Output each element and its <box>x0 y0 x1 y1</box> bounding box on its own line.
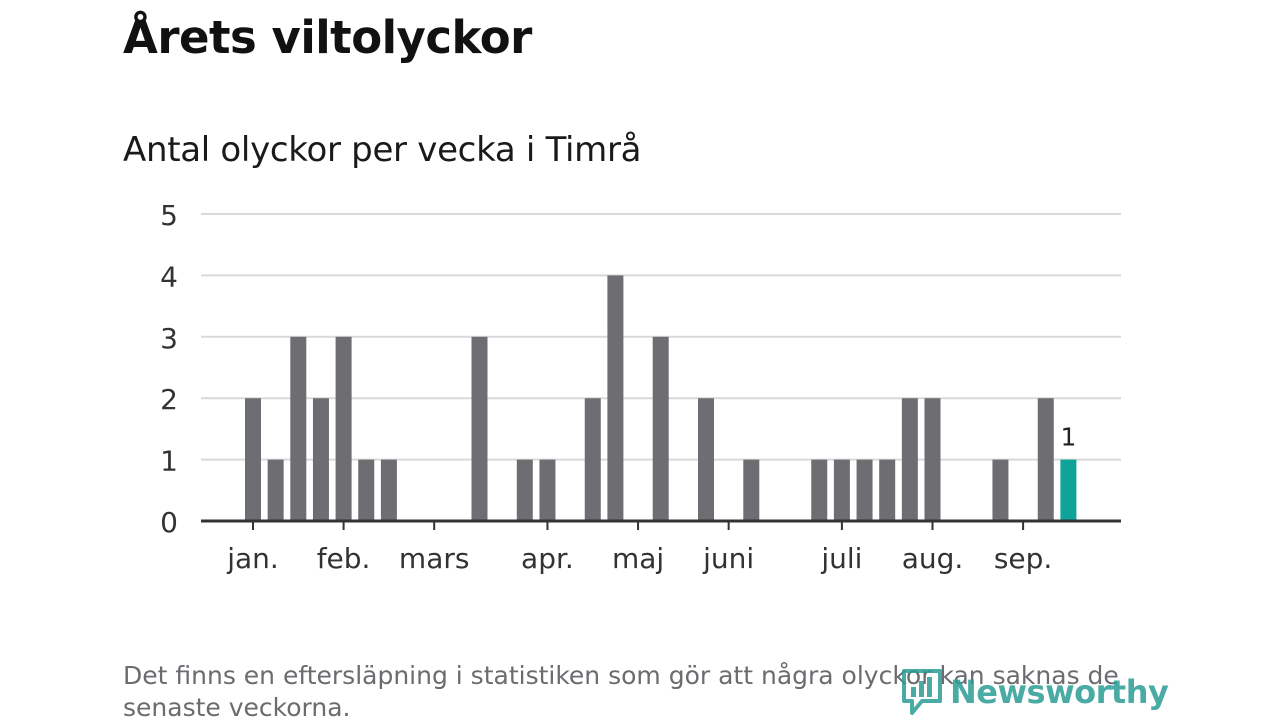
data-labels: 1 <box>1060 423 1076 452</box>
bar-week-6 <box>358 459 375 521</box>
bar-week-27 <box>833 459 850 521</box>
bar-week-37-highlighted <box>1060 459 1077 521</box>
bar-week-36 <box>1037 398 1054 521</box>
bar-week-28 <box>856 459 873 521</box>
y-tick-label-3: 3 <box>160 322 178 355</box>
month-label-1: feb. <box>317 542 371 575</box>
bar-week-19 <box>652 336 669 521</box>
month-label-2: mars <box>399 542 470 575</box>
bar-week-2 <box>267 459 284 521</box>
y-tick-label-0: 0 <box>160 506 178 539</box>
bar-week-3 <box>290 336 307 521</box>
bar-chart-speech-bubble-icon <box>902 669 942 715</box>
y-tick-label-5: 5 <box>160 199 178 232</box>
y-tick-label-4: 4 <box>160 260 178 293</box>
bar-week-11 <box>471 336 488 521</box>
newsworthy-logo: Newsworthy <box>900 664 1169 720</box>
y-tick-label-1: 1 <box>160 445 178 478</box>
bar-week-16 <box>584 398 601 521</box>
bar-week-1 <box>245 398 261 521</box>
bar-week-5 <box>335 336 352 521</box>
bar-week-30 <box>901 398 918 521</box>
bar-week-29 <box>879 459 896 521</box>
chart-subtitle: Antal olyckor per vecka i Timrå <box>123 130 642 170</box>
bar-week-34 <box>992 459 1009 521</box>
x-axis-month-ticks: jan. feb. mars apr. maj juni juli aug. sep. <box>226 521 1052 575</box>
bar-week-17 <box>607 275 624 521</box>
highlight-data-label: 1 <box>1060 423 1076 452</box>
month-label-4: maj <box>612 542 664 575</box>
month-label-6: juli <box>820 542 862 575</box>
bars <box>245 275 1077 521</box>
bar-week-4 <box>312 398 329 521</box>
y-axis-ticks: 0 1 2 3 4 5 <box>160 199 178 539</box>
bar-week-13 <box>516 459 533 521</box>
bar-week-31 <box>924 398 941 521</box>
bar-week-14 <box>539 459 556 521</box>
footnote: Det finns en eftersläpning i statistiken… <box>123 661 1119 720</box>
y-tick-label-2: 2 <box>160 383 178 416</box>
brand-name: Newsworthy <box>950 673 1169 711</box>
page-title: Årets viltolyckor <box>123 11 532 64</box>
bar-week-7 <box>380 459 397 521</box>
month-label-3: apr. <box>521 542 574 575</box>
month-label-0: jan. <box>226 542 279 575</box>
month-label-8: sep. <box>994 542 1053 575</box>
month-label-7: aug. <box>902 542 964 575</box>
bar-week-23 <box>743 459 760 521</box>
bar-week-21 <box>698 398 714 521</box>
bar-week-26 <box>811 459 828 521</box>
month-label-5: juni <box>702 542 754 575</box>
